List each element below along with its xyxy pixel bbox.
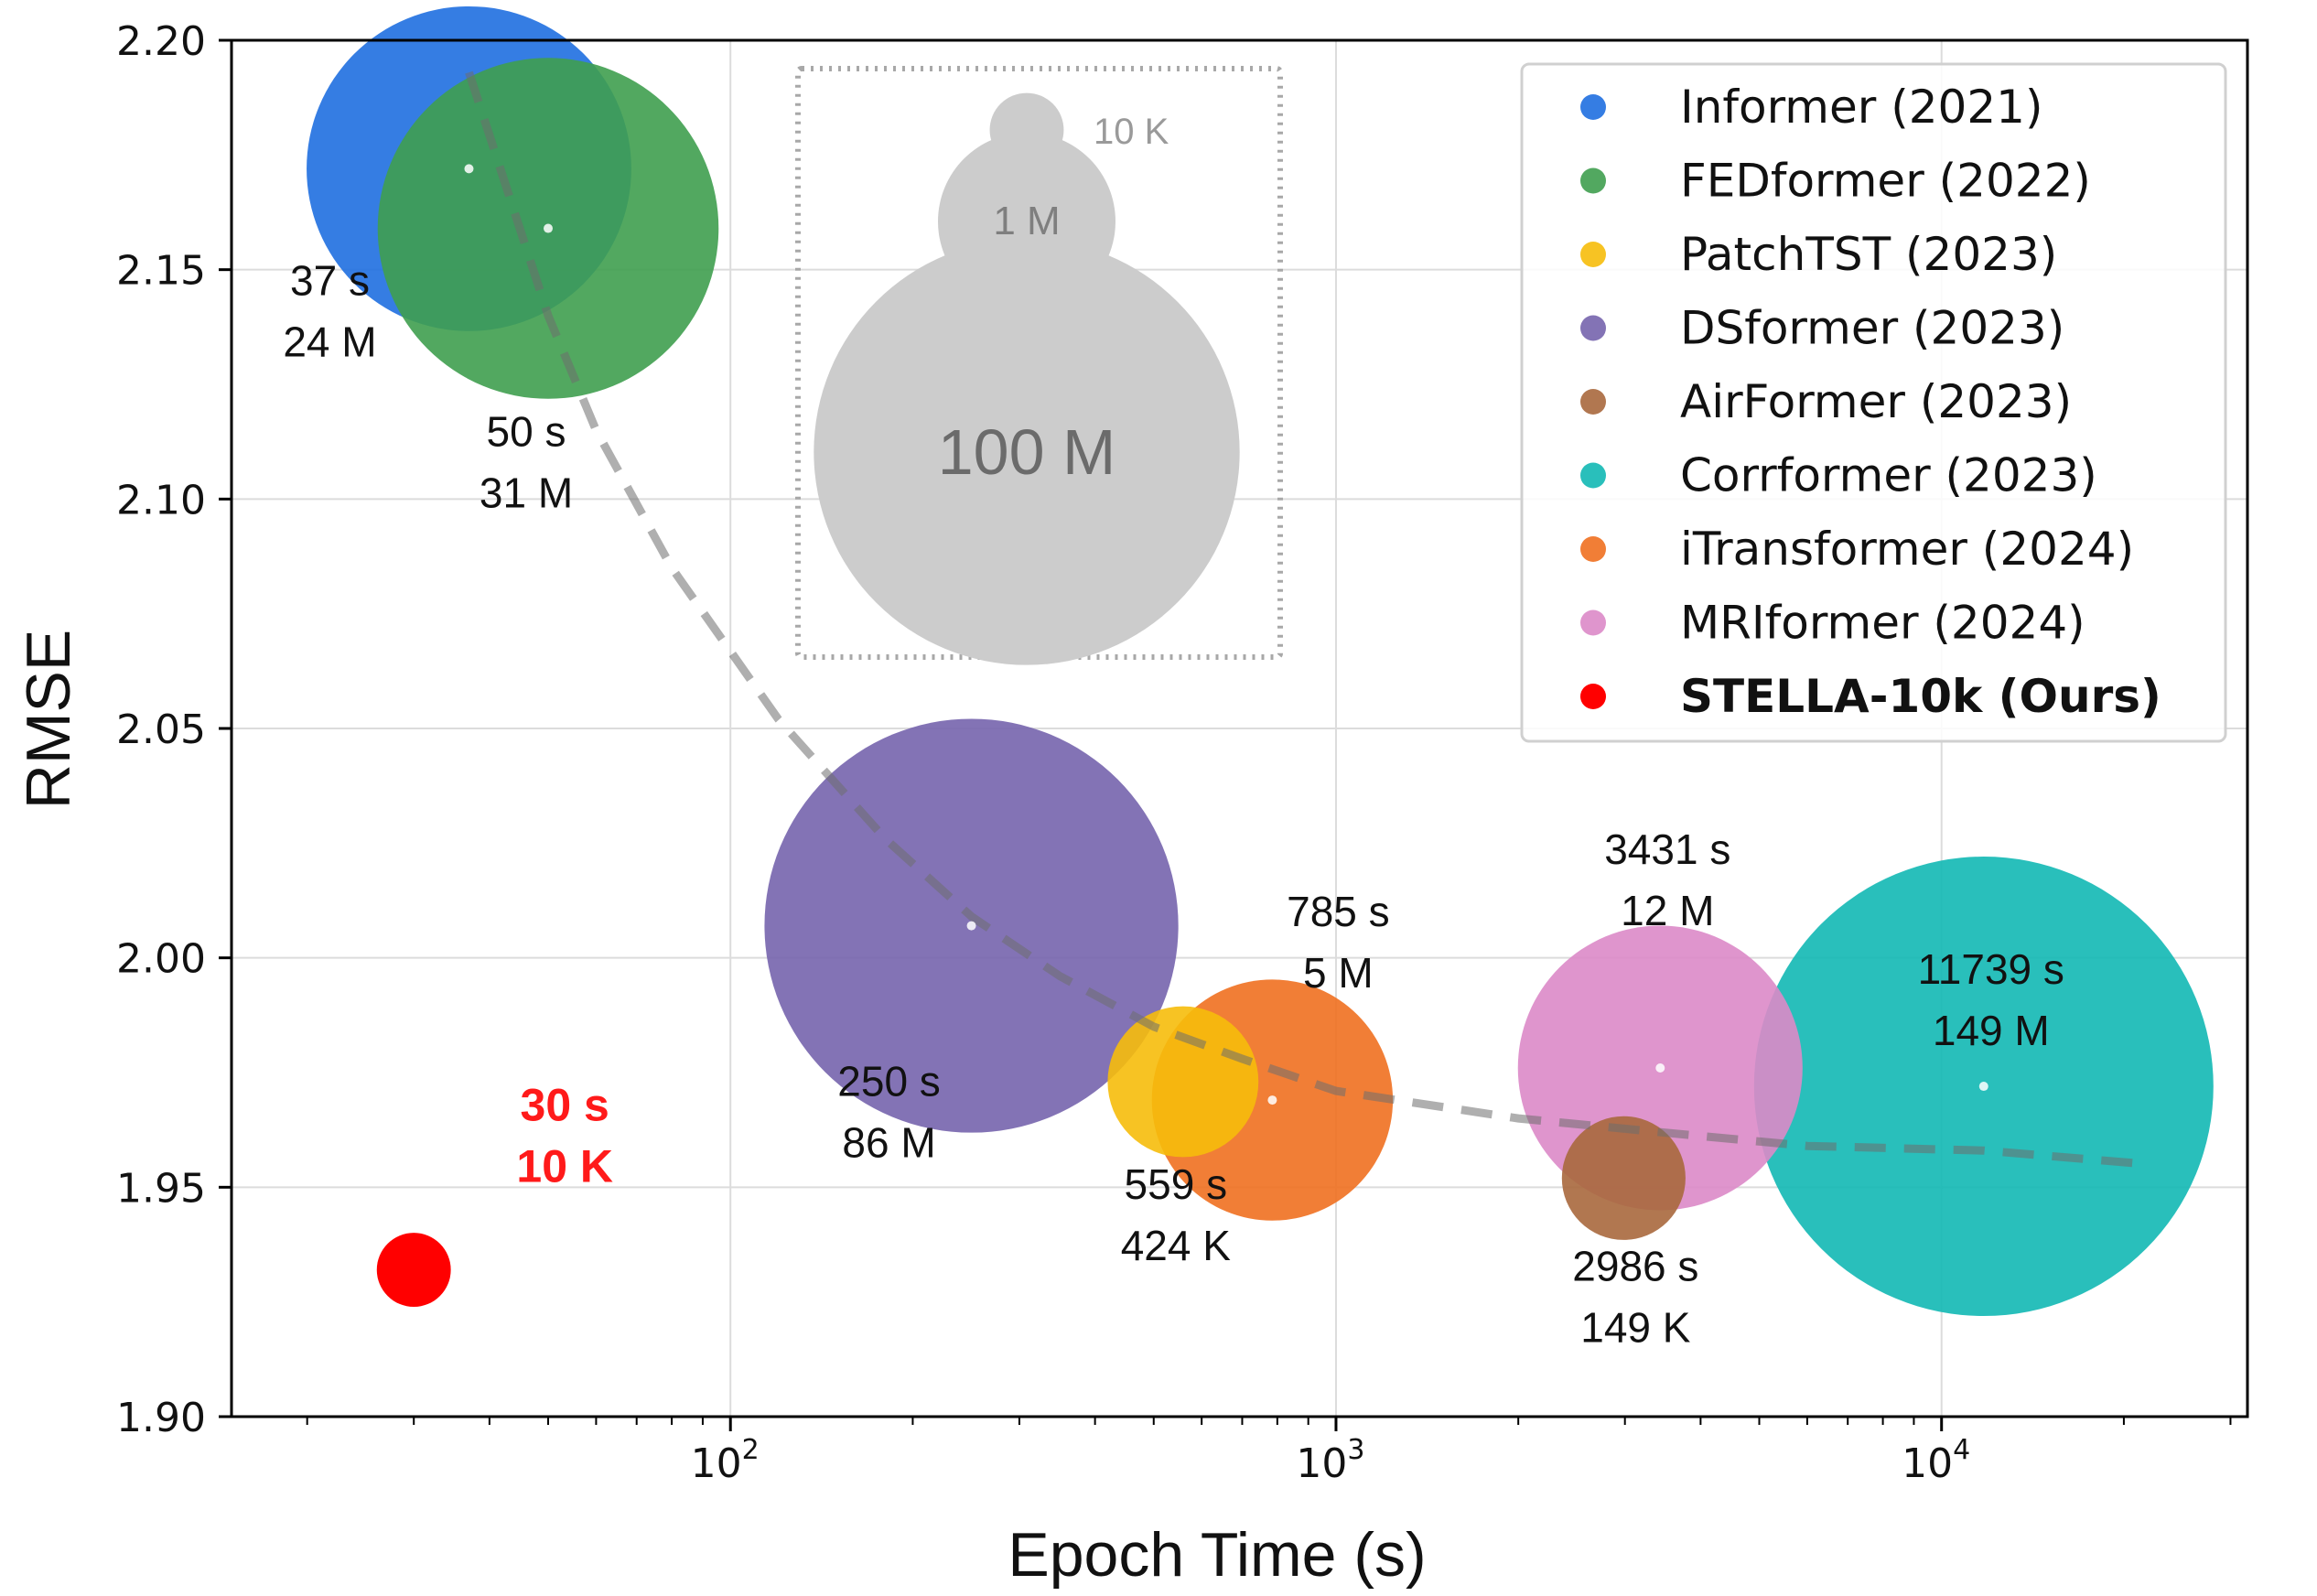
legend-label: Corrformer (2023): [1680, 449, 2097, 502]
x-tick-label: 104: [1902, 1434, 1970, 1487]
legend-label: Informer (2021): [1680, 81, 2042, 134]
bubble-size-label: 10 K: [516, 1141, 613, 1192]
trend-line: [465, 70, 2150, 1169]
bubble-size-label: 149 M: [1933, 1007, 2050, 1054]
x-tick-label: 103: [1296, 1434, 1364, 1487]
legend-marker: [1580, 609, 1606, 636]
size-key-label: 100 M: [938, 416, 1116, 488]
bubble-time-label: 250 s: [837, 1058, 941, 1105]
bubble-size-label: 149 K: [1580, 1303, 1691, 1351]
size-key-label: 10 K: [1094, 112, 1169, 152]
y-tick-label: 2.15: [116, 248, 206, 295]
legend-label: iTransformer (2024): [1680, 523, 2134, 576]
legend-marker: [1580, 462, 1606, 489]
y-tick-label: 2.05: [116, 706, 206, 753]
y-tick-label: 2.20: [116, 18, 206, 65]
bubble-center-dot: [1267, 1095, 1277, 1105]
trend-line-group: [465, 70, 2150, 1169]
bubble-time-label: 50 s: [487, 408, 566, 456]
bubble-size-label: 12 M: [1621, 887, 1714, 934]
bubble-time-label: 785 s: [1287, 888, 1390, 935]
bubble-size-label: 5 M: [1303, 949, 1374, 997]
bubble-time-label: 2986 s: [1572, 1242, 1698, 1289]
legend-marker: [1580, 389, 1606, 415]
legend-marker: [1580, 684, 1606, 709]
bubble-center-dot: [1978, 1082, 1988, 1092]
plot-frame: [230, 38, 2249, 1418]
legend-label: MRIformer (2024): [1680, 597, 2085, 650]
legend-label: STELLA-10k (Ours): [1680, 670, 2161, 723]
bubble-size-label: 31 M: [480, 469, 573, 517]
axes: 1.90 1.95 2.00 2.05 2.10 2.15 2.20 102 103 104: [116, 18, 2249, 1487]
size-key-label: 1 M: [993, 199, 1060, 243]
legend-marker: [1580, 94, 1606, 120]
size-key-border: [795, 66, 1283, 660]
legend-marker: [1580, 242, 1606, 267]
legend-marker: [1580, 167, 1606, 194]
size-key-box: 10 K 1 M 100 M: [795, 66, 1283, 665]
legend: Informer (2021) FEDformer (2022) PatchTST …: [1520, 62, 2227, 743]
legend-marker: [1580, 536, 1606, 562]
bubble-size-label: 86 M: [842, 1119, 935, 1167]
bubble-time-label: 559 s: [1125, 1160, 1228, 1208]
y-axis-label: RMSE: [14, 630, 83, 809]
bubble-time-label: 3431 s: [1604, 825, 1730, 873]
bubble-size-label: 424 K: [1121, 1222, 1232, 1269]
bubble-marker: [1107, 1006, 1259, 1158]
y-tick-label: 2.00: [116, 936, 206, 983]
bubble-center-dot: [464, 164, 474, 174]
x-tick-label: 102: [691, 1434, 760, 1487]
y-tick-label: 2.10: [116, 477, 206, 523]
bubble-time-label: 37 s: [290, 256, 370, 304]
legend-label: AirFormer (2023): [1680, 375, 2072, 428]
bubble-annotations: 37 s 24 M 50 s 31 M 559 s 424 K 250 s 86 M 2986 …: [283, 256, 2064, 1351]
bubble-marker: [376, 1233, 451, 1308]
y-tick-label: 1.90: [116, 1395, 206, 1441]
legend-marker: [1580, 315, 1606, 341]
y-tick-label: 1.95: [116, 1165, 206, 1212]
size-key-bubble: [814, 239, 1240, 665]
bubble-center-dot: [544, 223, 554, 233]
bubble-center-dot: [966, 921, 976, 931]
bubble-marker: [1561, 1116, 1686, 1240]
legend-label: DSformer (2023): [1680, 302, 2064, 355]
legend-label: PatchTST (2023): [1680, 228, 2057, 281]
bubble-time-label: 11739 s: [1918, 945, 2064, 993]
center-dots: [464, 164, 1988, 1105]
x-axis-label: Epoch Time (s): [1008, 1520, 1426, 1590]
legend-box: [1520, 62, 2227, 743]
bubble-center-dot: [1655, 1062, 1665, 1073]
legend-label: FEDformer (2022): [1680, 155, 2091, 208]
bubble-size-label: 24 M: [283, 318, 376, 365]
bubble-time-label: 30 s: [521, 1080, 609, 1131]
